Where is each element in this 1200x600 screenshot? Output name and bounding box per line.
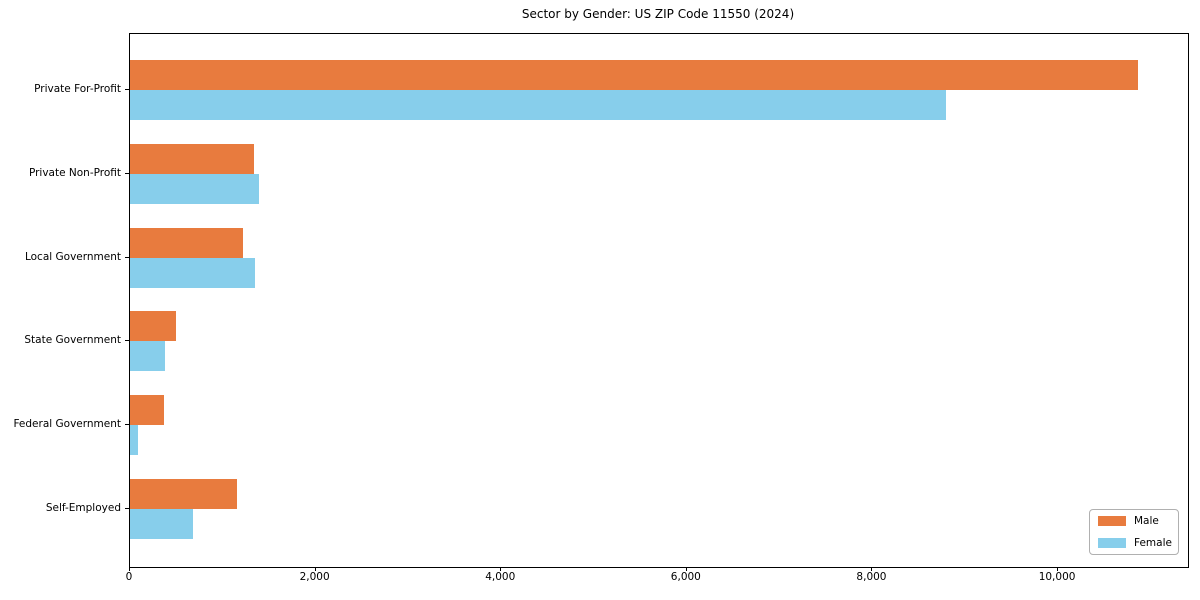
- bar-female-state-government: [130, 341, 166, 372]
- x-tick-label-8000: 8,000: [856, 571, 887, 583]
- bar-male-self-employed: [130, 479, 237, 509]
- x-tick-mark: [500, 567, 502, 571]
- legend-entry-male: Male: [1098, 515, 1170, 527]
- bar-female-self-employed: [130, 509, 194, 539]
- plot-area: [129, 33, 1189, 568]
- bar-female-private-for-profit: [130, 90, 946, 120]
- bar-female-local-government: [130, 257, 256, 288]
- bar-female-federal-government: [130, 425, 139, 456]
- bar-male-private-non-profit: [130, 143, 255, 174]
- y-tick-label-private-non-profit: Private Non-Profit: [28, 166, 121, 179]
- y-tick-mark: [125, 89, 129, 90]
- legend-swatch-male-icon: [1098, 516, 1126, 526]
- y-tick-mark: [125, 340, 129, 342]
- y-tick-mark: [125, 508, 129, 509]
- y-tick-mark: [125, 424, 129, 426]
- y-tick-label-local-government: Local Government: [24, 250, 121, 263]
- y-tick-mark: [125, 172, 129, 174]
- y-tick-label-self-employed: Self-Employed: [45, 502, 121, 514]
- x-tick-label-10000: 10,000: [1038, 571, 1076, 583]
- y-tick-mark: [125, 256, 129, 258]
- bar-male-local-government: [130, 227, 244, 258]
- x-tick-mark: [685, 567, 687, 571]
- y-tick-label-federal-government: Federal Government: [13, 418, 121, 431]
- legend: Male Female: [1089, 509, 1179, 555]
- legend-label-male: Male: [1134, 515, 1159, 527]
- chart-title: Sector by Gender: US ZIP Code 11550 (202…: [521, 7, 795, 21]
- x-tick-label-4000: 4,000: [485, 571, 516, 583]
- bar-male-federal-government: [130, 395, 165, 426]
- x-tick-mark: [1057, 567, 1059, 571]
- x-tick-label-6000: 6,000: [670, 571, 701, 583]
- x-tick-label-2000: 2,000: [299, 571, 330, 583]
- legend-label-female: Female: [1134, 537, 1172, 549]
- y-tick-label-private-for-profit: Private For-Profit: [34, 83, 121, 95]
- x-tick-mark: [314, 567, 316, 571]
- legend-swatch-female-icon: [1098, 538, 1126, 548]
- bar-male-state-government: [130, 311, 177, 342]
- legend-entry-female: Female: [1098, 537, 1172, 549]
- bar-female-private-non-profit: [130, 173, 259, 204]
- y-tick-label-state-government: State Government: [24, 334, 121, 347]
- bar-male-private-for-profit: [130, 60, 1138, 90]
- x-tick-label-0: 0: [125, 571, 133, 583]
- x-tick-mark: [871, 567, 873, 571]
- x-tick-mark: [129, 567, 130, 571]
